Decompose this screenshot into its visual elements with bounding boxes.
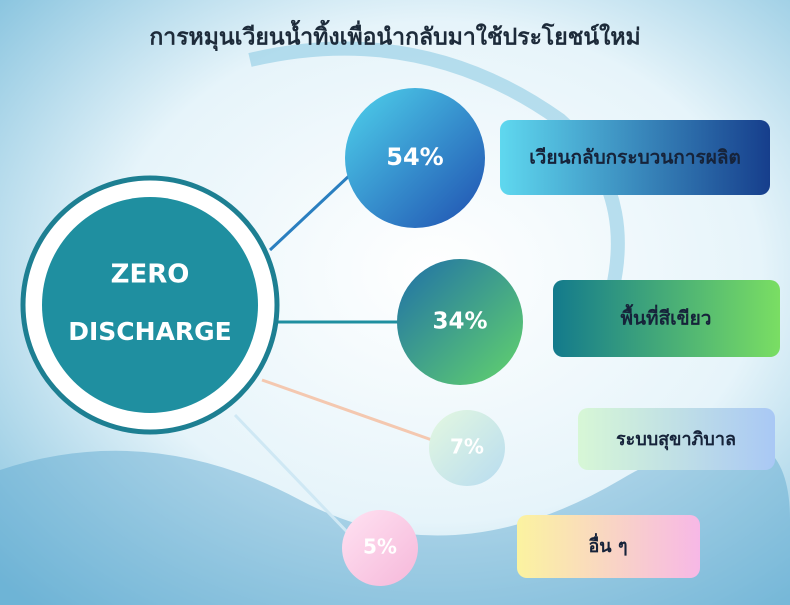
value: 54% [386, 143, 443, 171]
title: การหมุนเวียนน้ำทิ้งเพื่อนำกลับมาใช้ประโย… [149, 20, 640, 52]
value: 34% [432, 309, 487, 335]
center-line1: ZERO [111, 260, 190, 290]
label: พื้นที่สีเขียว [621, 304, 712, 330]
label: อื่น ๆ [588, 533, 627, 557]
center-line2: DISCHARGE [68, 317, 232, 346]
value: 5% [363, 535, 397, 559]
label: เวียนกลับกระบวนการผลิต [529, 147, 741, 169]
label: ระบบสุขาภิบาล [616, 429, 736, 451]
center-circle [42, 197, 258, 413]
infographic: การหมุนเวียนน้ำทิ้งเพื่อนำกลับมาใช้ประโย… [0, 0, 790, 605]
value: 7% [450, 435, 484, 459]
page: {"title": "การหมุนเวียนน้ำทิ้งเพื่อนำกลั… [0, 0, 790, 605]
